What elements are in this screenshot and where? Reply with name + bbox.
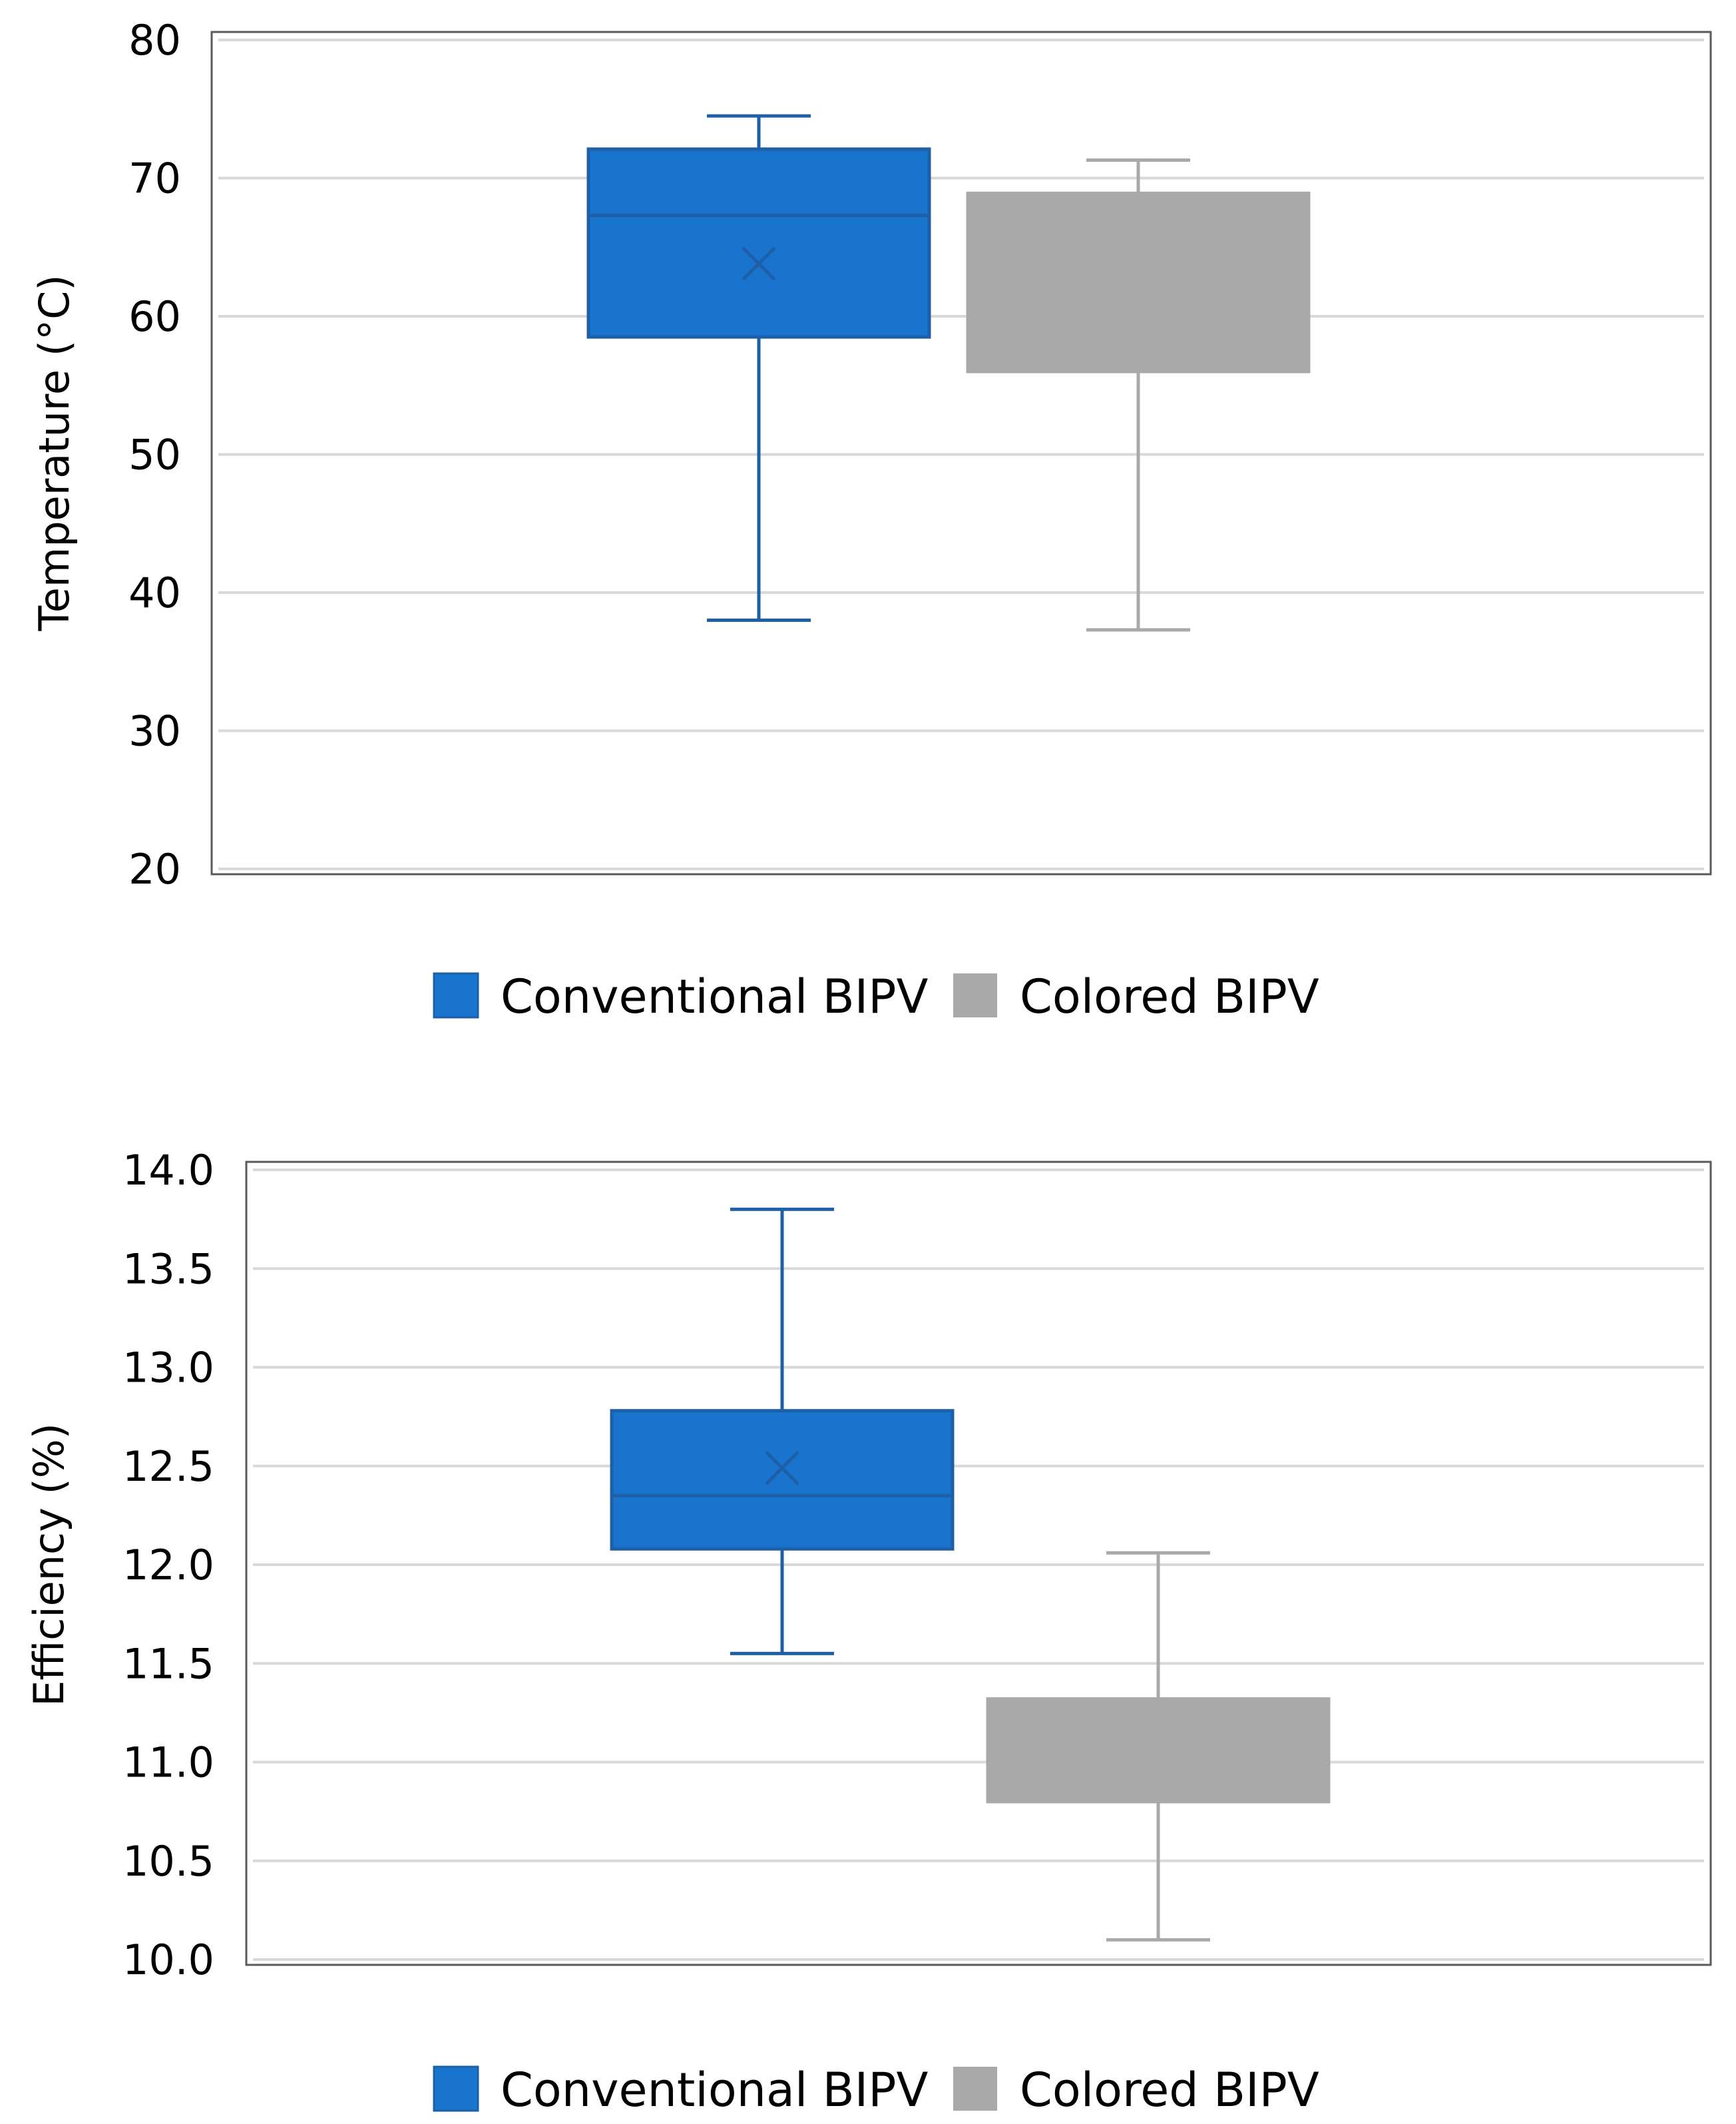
temperature-gridlines (218, 39, 1704, 870)
temperature-y-tick-label: 20 (128, 845, 181, 894)
temperature-y-tick-label: 50 (128, 431, 181, 479)
legend-label-colored: Colored BIPV (1020, 2063, 1319, 2117)
efficiency-legend: Conventional BIPV Colored BIPV (433, 2063, 1319, 2117)
efficiency-boxes (610, 1207, 1331, 1942)
temperature-y-tick-label: 80 (128, 16, 181, 65)
legend-swatch-conventional (433, 972, 479, 1019)
efficiency-y-tick-label: 12.0 (122, 1541, 214, 1589)
temperature-chart: 20 30 40 50 60 70 80 Temperature (°C) Conventi… (30, 16, 1712, 1024)
efficiency-iqr-box-colored (986, 1697, 1331, 1804)
legend-swatch-colored (953, 973, 997, 1017)
temperature-y-tick-label: 70 (128, 154, 181, 203)
temperature-box-colored (966, 158, 1311, 632)
legend-swatch-colored (953, 2067, 997, 2111)
efficiency-chart: 10.0 10.5 11.0 11.5 12.0 12.5 13.0 13.5 14.0 Eff… (25, 1146, 1712, 2117)
efficiency-gridlines (253, 1169, 1704, 1961)
temperature-legend: Conventional BIPV Colored BIPV (433, 969, 1319, 1024)
temperature-y-tick-labels: 20 30 40 50 60 70 80 (128, 16, 181, 894)
efficiency-y-tick-label: 13.0 (122, 1344, 214, 1392)
efficiency-y-axis-label: Efficiency (%) (25, 1423, 73, 1707)
efficiency-y-tick-label: 13.5 (122, 1244, 214, 1293)
efficiency-y-tick-label: 11.0 (122, 1738, 214, 1787)
temperature-mean-marker-conventional (742, 246, 776, 281)
efficiency-y-tick-labels: 10.0 10.5 11.0 11.5 12.0 12.5 13.0 13.5 14.0 (122, 1146, 214, 1984)
temperature-iqr-box-conventional (586, 147, 931, 339)
efficiency-mean-marker-conventional (765, 1450, 799, 1485)
temperature-y-tick-label: 40 (128, 569, 181, 617)
temperature-iqr-box-colored (966, 191, 1311, 374)
legend-label-colored: Colored BIPV (1020, 969, 1319, 1024)
legend-swatch-conventional (433, 2065, 479, 2112)
legend-label-conventional: Conventional BIPV (501, 2063, 928, 2117)
efficiency-box-colored (986, 1551, 1331, 1942)
temperature-y-axis-label: Temperature (°C) (30, 274, 79, 631)
efficiency-y-tick-label: 12.5 (122, 1442, 214, 1491)
efficiency-y-tick-label: 11.5 (122, 1639, 214, 1688)
efficiency-box-conventional (610, 1207, 955, 1655)
efficiency-y-tick-label: 10.0 (122, 1936, 214, 1984)
efficiency-plot-frame (245, 1161, 1712, 1966)
temperature-boxes (586, 114, 1311, 632)
efficiency-y-tick-label: 14.0 (122, 1146, 214, 1195)
temperature-plot-frame (210, 31, 1712, 876)
efficiency-iqr-box-conventional (610, 1409, 955, 1551)
temperature-box-conventional (586, 114, 931, 622)
temperature-y-tick-label: 60 (128, 292, 181, 341)
legend-label-conventional: Conventional BIPV (501, 969, 928, 1024)
efficiency-y-tick-label: 10.5 (122, 1837, 214, 1886)
temperature-y-tick-label: 30 (128, 707, 181, 756)
